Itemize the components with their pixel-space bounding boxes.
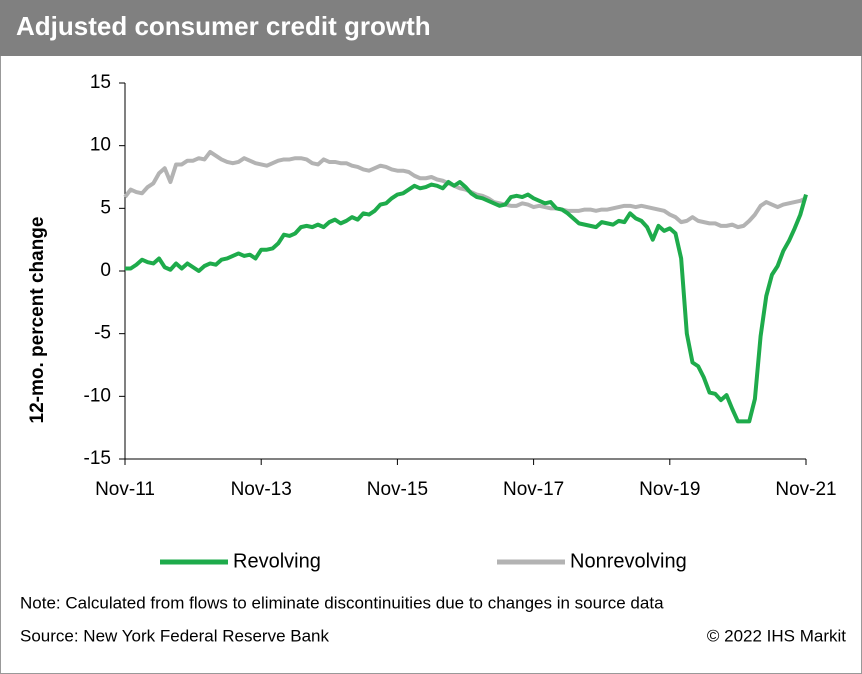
y-tick-label: 10	[90, 135, 111, 156]
legend-label: Nonrevolving	[570, 550, 687, 572]
chart-title: Adjusted consumer credit growth	[16, 11, 431, 41]
title-bar	[0, 0, 862, 56]
y-tick-label: 0	[100, 260, 111, 281]
y-tick-label: -5	[94, 323, 111, 344]
x-tick-label: Nov-21	[775, 479, 836, 500]
copyright: © 2022 IHS Markit	[707, 626, 846, 645]
x-tick-label: Nov-13	[231, 479, 292, 500]
y-tick-label: 5	[100, 197, 111, 218]
y-axis-label: 12-mo. percent change	[27, 217, 48, 424]
y-tick-label: -10	[84, 385, 111, 406]
legend-label: Revolving	[233, 550, 321, 572]
x-tick-label: Nov-15	[367, 479, 428, 500]
source: Source: New York Federal Reserve Bank	[20, 626, 329, 645]
x-tick-label: Nov-19	[639, 479, 700, 500]
note: Note: Calculated from flows to eliminate…	[20, 593, 664, 612]
series-line	[125, 180, 808, 424]
y-tick-label: -15	[84, 448, 111, 469]
x-tick-label: Nov-17	[503, 479, 564, 500]
y-tick-label: 15	[90, 72, 111, 93]
x-tick-label: Nov-11	[95, 479, 155, 500]
